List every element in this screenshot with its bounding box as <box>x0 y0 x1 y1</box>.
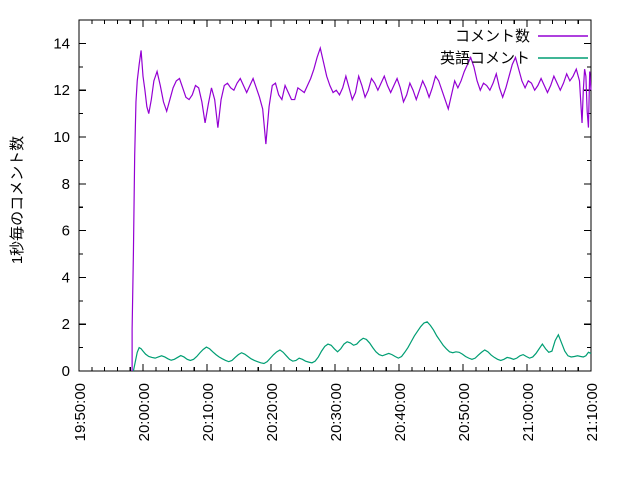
y-tick-label: 8 <box>62 176 70 193</box>
data-series-group <box>131 45 592 372</box>
y-tick-label: 12 <box>53 82 70 99</box>
x-tick-label: 20:10:00 <box>200 383 217 441</box>
x-tick-label: 21:10:00 <box>584 383 601 441</box>
legend-label: コメント数 <box>455 28 530 45</box>
y-tick-label: 2 <box>62 316 70 333</box>
series-line-comments <box>131 45 592 371</box>
y-tick-label: 6 <box>62 223 70 240</box>
series-line-english-comments <box>132 321 592 372</box>
x-tick-label: 20:30:00 <box>328 383 345 441</box>
x-tick-label: 20:40:00 <box>392 383 409 441</box>
x-tick-label: 19:50:00 <box>72 383 89 441</box>
x-tick-label: 20:50:00 <box>456 383 473 441</box>
x-tick-label: 21:00:00 <box>520 383 537 441</box>
y-axis-title: 1秒毎のコメント数 <box>9 136 26 264</box>
y-tick-label: 10 <box>53 129 70 146</box>
legend-label: 英語コメント <box>440 49 530 67</box>
x-tick-label: 20:00:00 <box>136 383 153 441</box>
y-tick-label: 0 <box>62 363 70 380</box>
x-axis-tick-labels: 19:50:00 20:00:00 20:10:00 20:20:00 20:30:00… <box>72 383 601 441</box>
y-tick-label: 14 <box>53 35 70 52</box>
y-tick-label: 4 <box>62 269 70 286</box>
x-tick-label: 20:20:00 <box>264 383 281 441</box>
y-axis-ticks <box>79 42 591 372</box>
y-axis-tick-labels: 0 2 4 6 8 10 12 14 <box>53 35 70 380</box>
x-axis-ticks <box>78 20 592 371</box>
